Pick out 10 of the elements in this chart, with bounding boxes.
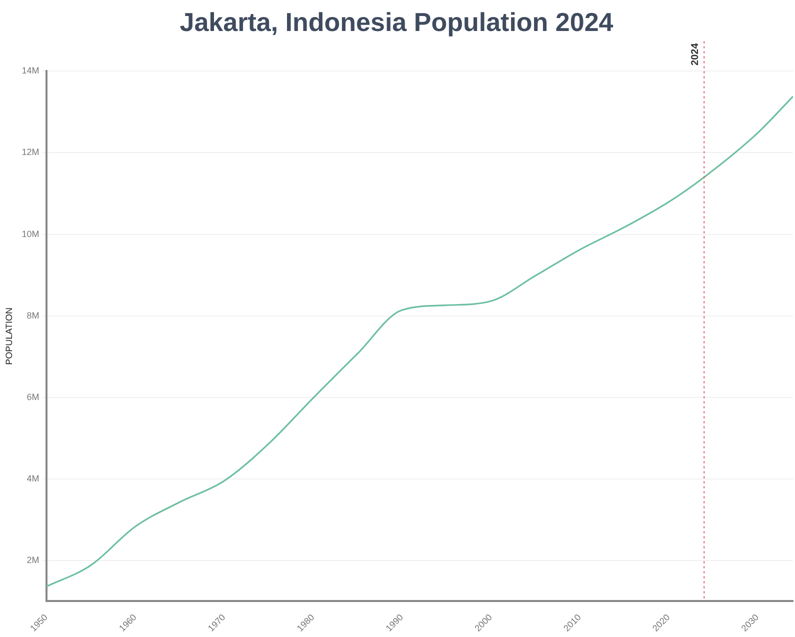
ref-line-label: 2024: [690, 42, 701, 66]
y-tick-label: 12M: [22, 147, 40, 158]
y-axis-title: POPULATION: [4, 308, 14, 365]
y-tick-label: 6M: [26, 392, 40, 402]
y-tick-label: 4M: [26, 473, 40, 484]
y-tick-label: 14M: [22, 66, 40, 76]
chart-title: Jakarta, Indonesia Population 2024: [180, 6, 614, 37]
y-tick-label: 2M: [26, 554, 40, 565]
y-tick-label: 8M: [26, 310, 40, 320]
y-tick-label: 10M: [22, 228, 40, 239]
